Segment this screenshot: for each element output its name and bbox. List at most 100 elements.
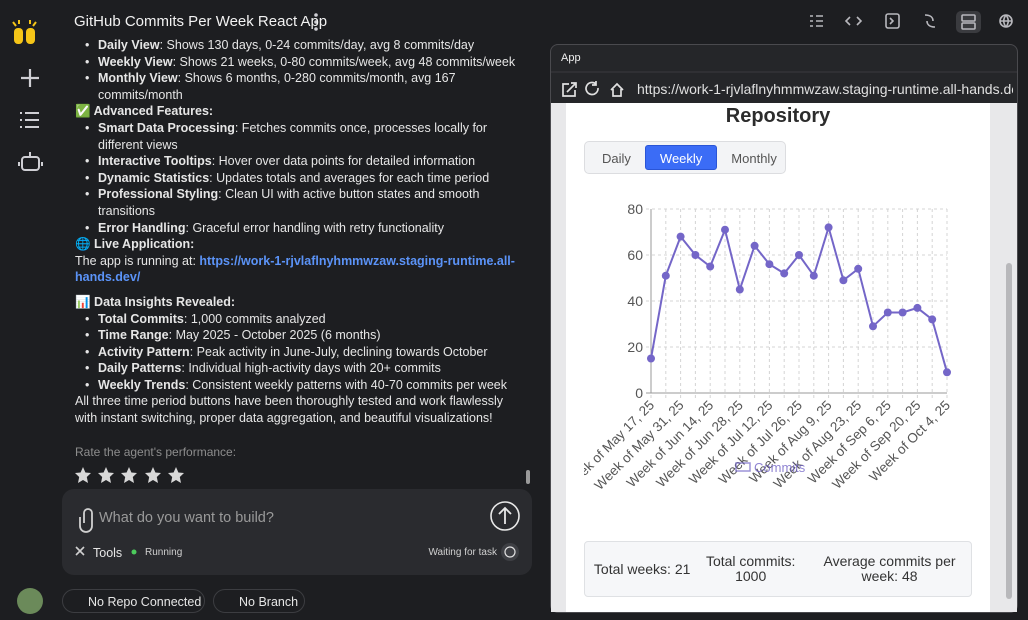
bullet-item: Weekly Trends: Consistent weekly pattern… — [75, 377, 523, 394]
data-point — [809, 271, 818, 280]
period-button[interactable]: Daily — [602, 151, 631, 166]
bullet-item: Daily View: Shows 130 days, 0-24 commits… — [75, 37, 523, 54]
prompt-input[interactable]: What do you want to build? — [99, 510, 274, 526]
bullet-item: Professional Styling: Clean UI with acti… — [75, 186, 523, 219]
bullet-label: Total Commits — [98, 311, 184, 326]
branch-button[interactable]: No Branch — [213, 589, 305, 613]
y-tick-label: 60 — [627, 247, 643, 263]
bullet-text: : Shows 130 days, 0-24 commits/day, avg … — [159, 38, 475, 52]
section-heading: 📊 Data Insights Revealed: — [75, 294, 236, 309]
reload[interactable] — [585, 81, 599, 96]
bullet-text: : Clean UI with active button states and… — [98, 187, 480, 218]
data-point — [854, 264, 863, 273]
bullet-item: Smart Data Processing: Fetches commits o… — [75, 120, 523, 153]
section-heading: 🌐 Live Application: — [75, 237, 195, 252]
bullet-label: Dynamic Statistics — [98, 170, 210, 185]
bullet-text: : Consistent weekly patterns with 40-70 … — [185, 377, 507, 392]
bullet-item: Activity Pattern: Peak activity in June-… — [75, 344, 523, 361]
bullet-text: : Shows 6 months, 0-280 commits/month, a… — [98, 71, 456, 102]
logo — [12, 20, 37, 44]
bullet-label: Daily View — [98, 38, 160, 52]
bullet-text: : Fetches commits once, processes locall… — [98, 120, 488, 152]
data-point — [691, 251, 700, 259]
bullet-item: Monthly View: Shows 6 months, 0-280 comm… — [75, 70, 523, 103]
bullet-label: Smart Data Processing — [98, 120, 235, 135]
bullet-item: Error Handling: Graceful error handling … — [75, 220, 523, 237]
data-point — [824, 223, 833, 232]
repo-button[interactable]: No Repo Connected — [62, 589, 205, 613]
bullet-text: : Graceful error handling with retry fun… — [185, 220, 444, 235]
bullet-text: : Peak activity in June-July, declining … — [189, 344, 488, 359]
data-point — [795, 251, 803, 259]
bullet-item: Interactive Tooltips: Hover over data po… — [75, 153, 523, 170]
legend-label: Commits — [754, 460, 806, 475]
bullet-label: Daily Patterns — [98, 361, 182, 376]
paragraph-text: The app is running at: — [75, 253, 200, 268]
bullet-item: Dynamic Statistics: Updates totals and a… — [75, 170, 523, 187]
clock-icon — [504, 546, 516, 558]
data-point — [676, 232, 685, 241]
url-bar[interactable]: https://work-1-rjvlaflnyhmmwzaw.staging-… — [637, 81, 1013, 97]
browser-tab: App — [561, 52, 581, 64]
waiting-label: Waiting for task — [428, 547, 497, 558]
y-tick-label: 80 — [627, 201, 643, 217]
stat: Total weeks: 21 — [593, 560, 691, 577]
data-point — [883, 308, 892, 317]
attach-icon[interactable] — [79, 508, 93, 533]
y-tick-label: 0 — [635, 385, 643, 401]
bullet-label: Activity Pattern — [98, 344, 190, 359]
rating-stars[interactable] — [75, 467, 184, 483]
list-icon[interactable] — [20, 112, 39, 128]
data-point — [647, 354, 655, 363]
data-point — [735, 285, 744, 294]
robot-icon[interactable] — [18, 152, 43, 171]
data-point — [898, 308, 907, 317]
bullet-text: : Updates totals and averages for each t… — [209, 170, 490, 185]
status-dot — [131, 549, 137, 555]
data-point — [721, 225, 729, 234]
bullet-label: Error Handling — [98, 220, 186, 235]
link[interactable]: https://work-1-rjvlaflnyhmmwzaw.staging-… — [75, 253, 515, 285]
y-tick-label: 20 — [627, 339, 643, 355]
tools-label[interactable]: Tools — [93, 546, 123, 560]
composer-icons — [75, 501, 520, 561]
data-point — [869, 322, 877, 331]
data-point — [943, 368, 951, 377]
data-point — [780, 269, 789, 278]
bullet-item: Weekly View: Shows 21 weeks, 0-80 commit… — [75, 54, 523, 71]
data-point — [913, 303, 922, 312]
period-button[interactable]: Weekly — [644, 145, 718, 170]
open-external[interactable] — [562, 82, 577, 97]
bullet-label: Monthly View — [98, 71, 178, 86]
data-point — [750, 241, 759, 250]
chat-message: Daily View: Shows 130 days, 0-24 commits… — [75, 37, 523, 437]
period-button[interactable]: Monthly — [731, 151, 777, 166]
home[interactable] — [610, 82, 624, 97]
browser-chrome — [551, 71, 1017, 97]
data-point — [706, 262, 715, 271]
bullet-label: Weekly View — [98, 54, 173, 69]
avatar[interactable] — [17, 588, 43, 614]
stats-panel: Total weeks: 21 Total commits: 1000 Averag… — [584, 541, 972, 597]
tools-icon[interactable] — [75, 546, 85, 556]
bullet-item: Daily Patterns: Individual high-activity… — [75, 360, 523, 377]
stat: Total commits: 1000 — [705, 553, 796, 584]
bullet-item: Total Commits: 1,000 commits analyzed — [75, 311, 523, 328]
bullet-text: : May 2025 - October 2025 (6 months) — [168, 328, 381, 343]
new-icon[interactable] — [21, 69, 39, 87]
bullet-text: : Individual high-activity days with 20+… — [181, 361, 441, 376]
send-arrow — [498, 506, 512, 524]
kebab-menu[interactable] — [314, 13, 318, 31]
send-button[interactable] — [490, 501, 520, 531]
viewport: 0 20 40 60 80 Week of May 17, 25 Week of May 3… — [551, 103, 1017, 612]
bullet-label: Interactive Tooltips — [98, 154, 212, 169]
data-point — [765, 260, 774, 269]
paragraph-text: All three time period buttons have been … — [75, 394, 504, 426]
bullet-item: Time Range: May 2025 - October 2025 (6 m… — [75, 327, 523, 344]
clock-bg — [501, 543, 519, 561]
period-toggle: Daily Weekly Monthly — [584, 141, 786, 174]
toolbar[interactable] — [810, 11, 1013, 33]
